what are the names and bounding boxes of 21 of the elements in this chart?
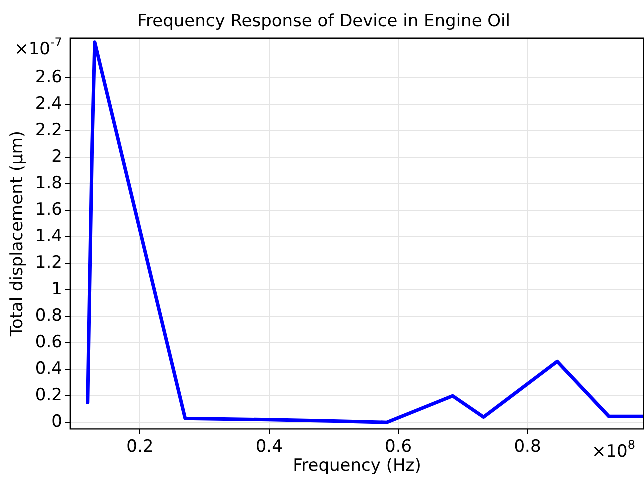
x-tick-label: 0.4 (256, 436, 283, 457)
y-tick-label: 0.6 (35, 332, 62, 353)
y-tick-label: 0.8 (35, 306, 62, 326)
chart-title: Frequency Response of Device in Engine Oil (137, 12, 511, 32)
y-tick-label: 0.2 (35, 386, 62, 406)
y-tick-label: 2.6 (35, 68, 62, 88)
y-tick-label: 1.8 (35, 174, 62, 194)
y-tick-label: 1.6 (35, 200, 62, 220)
x-tick-label: 0.8 (514, 436, 542, 457)
y-tick-label: 2 (52, 147, 62, 168)
x-tick-label: 0.2 (126, 436, 154, 457)
y-axis-title: Total displacement (µm) (8, 130, 28, 338)
x-axis-title: Frequency (Hz) (293, 456, 422, 476)
x-tick-label: 0.6 (385, 436, 412, 457)
y-tick-label: 1 (52, 280, 62, 300)
y-tick-label: 0 (52, 412, 62, 432)
y-tick-label: 2.2 (35, 120, 62, 141)
y-tick-label: 2.4 (35, 94, 62, 114)
y-tick-label: 0.4 (35, 359, 62, 380)
y-tick-label: 1.4 (35, 226, 62, 247)
y-tick-label: 1.2 (35, 253, 62, 274)
